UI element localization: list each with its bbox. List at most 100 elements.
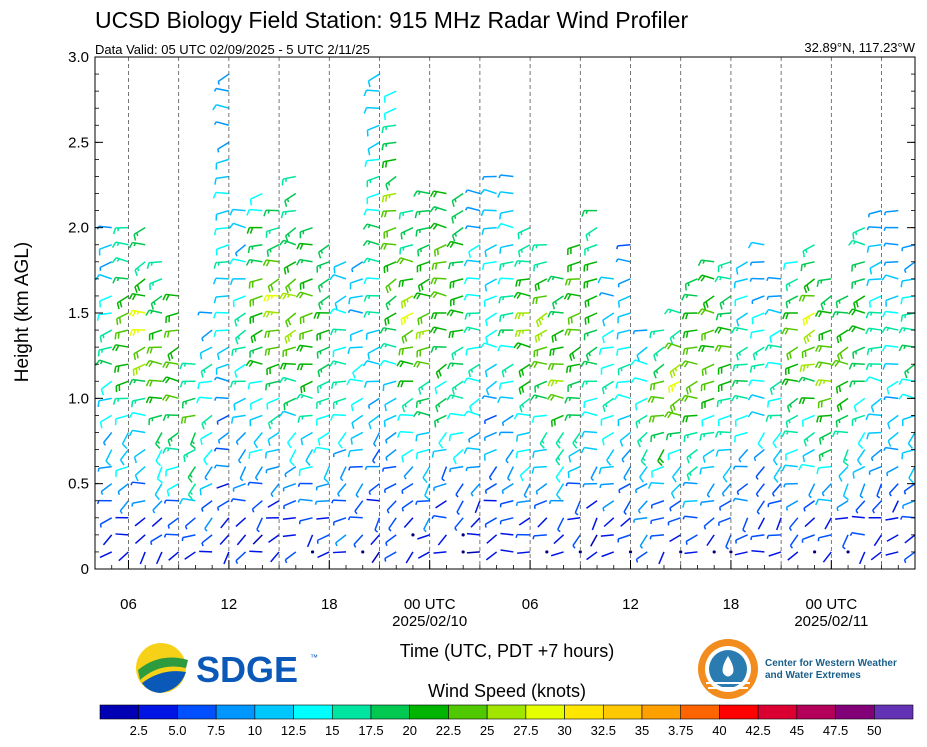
chart-title: UCSD Biology Field Station: 915 MHz Rada…	[95, 7, 688, 33]
wind-barb	[868, 295, 882, 308]
colorbar-swatch	[177, 704, 217, 720]
wind-barb	[634, 483, 648, 494]
wind-barb	[332, 397, 347, 409]
wind-barb	[481, 175, 497, 181]
wind-barb	[836, 346, 849, 362]
wind-barb	[279, 362, 296, 370]
wind-barb	[715, 448, 731, 457]
wind-barb	[480, 209, 497, 217]
wind-barb	[310, 550, 315, 554]
wind-barb	[647, 395, 665, 404]
wind-barb	[299, 329, 313, 341]
wind-barb	[620, 517, 631, 527]
wind-barb	[247, 481, 263, 486]
wind-barb	[835, 414, 849, 428]
wind-barb	[464, 225, 480, 230]
wind-barb	[785, 414, 799, 428]
wind-barb	[266, 363, 280, 376]
wind-barb	[812, 550, 817, 554]
wind-barb	[498, 174, 514, 179]
wind-barb	[732, 363, 748, 372]
wind-barb	[384, 312, 397, 326]
wind-barb	[815, 498, 832, 506]
wind-barb	[869, 261, 882, 275]
wind-barb	[203, 449, 213, 466]
wind-barb	[447, 362, 464, 370]
wind-barb	[701, 414, 715, 427]
wind-barb	[697, 259, 715, 267]
wind-barb	[683, 431, 698, 442]
wind-barb	[429, 190, 447, 198]
wind-barb	[682, 414, 698, 423]
wind-barb	[775, 517, 782, 531]
wind-barb	[768, 551, 782, 557]
wind-barb	[572, 534, 581, 549]
wind-barb	[697, 274, 715, 282]
wind-barb	[151, 517, 163, 527]
wind-barb	[197, 311, 213, 316]
wind-barb	[479, 342, 497, 349]
wind-barb	[781, 327, 798, 335]
wind-barb	[635, 414, 648, 429]
wind-barb	[583, 397, 598, 409]
wind-barb	[499, 500, 514, 508]
wind-barb	[816, 414, 832, 423]
wind-barb	[497, 344, 514, 352]
wind-barb	[853, 295, 866, 310]
wind-barb	[466, 551, 480, 554]
wind-barb	[362, 223, 380, 230]
wind-barb	[381, 124, 397, 134]
wind-barb	[184, 551, 196, 560]
wind-barb	[820, 295, 832, 311]
wind-barb	[262, 259, 280, 267]
wind-barb	[857, 432, 866, 449]
wind-barb	[318, 295, 330, 310]
wind-barb	[581, 380, 598, 388]
wind-barb	[584, 244, 598, 256]
colorbar-tick-label: 50	[867, 723, 881, 738]
wind-barb	[317, 431, 330, 446]
wind-barb	[617, 363, 631, 376]
wind-barb	[433, 551, 447, 554]
wind-barb	[435, 363, 447, 379]
wind-barb	[883, 261, 899, 266]
wind-barb	[247, 380, 263, 390]
wind-barb	[783, 482, 798, 488]
wind-barb	[782, 312, 798, 320]
wind-barb	[682, 329, 698, 339]
wind-barb	[423, 517, 431, 533]
wind-barb	[849, 531, 865, 537]
wind-barb	[751, 312, 765, 325]
wind-barb	[882, 362, 899, 370]
wind-barb	[619, 431, 631, 447]
wind-barb	[216, 346, 230, 361]
wind-barb	[213, 121, 230, 126]
wind-barb	[335, 534, 347, 547]
wind-barb	[347, 346, 363, 355]
wind-barb	[262, 310, 280, 318]
wind-barb	[283, 261, 297, 275]
wind-barb	[213, 376, 230, 382]
wind-barb	[295, 291, 313, 299]
wind-barb	[755, 466, 765, 480]
wind-barb	[265, 380, 280, 391]
wind-barb	[363, 208, 380, 216]
wind-barb	[468, 363, 481, 378]
wind-barb	[112, 397, 129, 405]
wind-barb	[249, 295, 263, 307]
wind-barb	[119, 449, 130, 466]
wind-barb	[362, 360, 380, 367]
wind-barb	[97, 397, 112, 408]
wind-barb	[448, 261, 464, 270]
wind-barb	[787, 551, 799, 561]
wind-barb	[532, 295, 547, 305]
wind-barb	[902, 500, 916, 509]
wind-barb	[201, 329, 213, 342]
wind-barb	[597, 276, 614, 284]
wind-barb	[249, 192, 263, 206]
wind-barb	[908, 466, 916, 484]
wind-barb	[401, 397, 414, 413]
wind-barb	[702, 448, 715, 463]
wind-barb	[234, 329, 247, 345]
wind-barb	[281, 175, 296, 186]
